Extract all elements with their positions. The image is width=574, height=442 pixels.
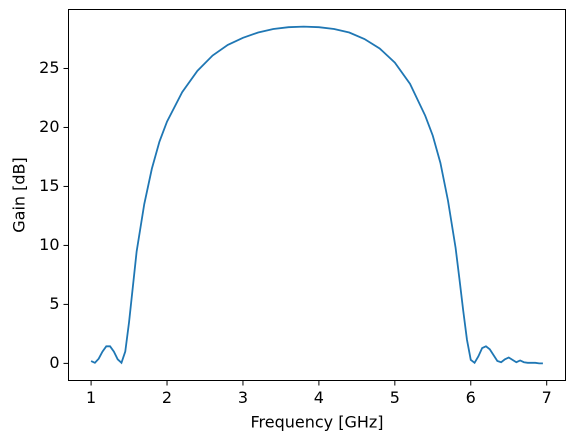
data-line xyxy=(90,25,543,365)
x-tick-label: 5 xyxy=(390,388,400,407)
x-tick-label: 6 xyxy=(466,388,476,407)
y-tick-label: 5 xyxy=(49,294,59,313)
x-axis-label: Frequency [GHz] xyxy=(250,413,383,432)
y-tick-label: 10 xyxy=(39,235,59,254)
x-tick-label: 2 xyxy=(162,388,172,407)
x-tick-label: 3 xyxy=(238,388,248,407)
x-tick-label: 4 xyxy=(314,388,324,407)
x-tick-label: 7 xyxy=(542,388,552,407)
axes-frame xyxy=(68,9,566,381)
y-tick-label: 0 xyxy=(49,353,59,372)
y-tick-label: 25 xyxy=(39,58,59,77)
y-tick-label: 20 xyxy=(39,117,59,136)
x-tick-label: 1 xyxy=(86,388,96,407)
y-axis-label: Gain [dB] xyxy=(10,157,29,233)
y-tick-label: 15 xyxy=(39,176,59,195)
